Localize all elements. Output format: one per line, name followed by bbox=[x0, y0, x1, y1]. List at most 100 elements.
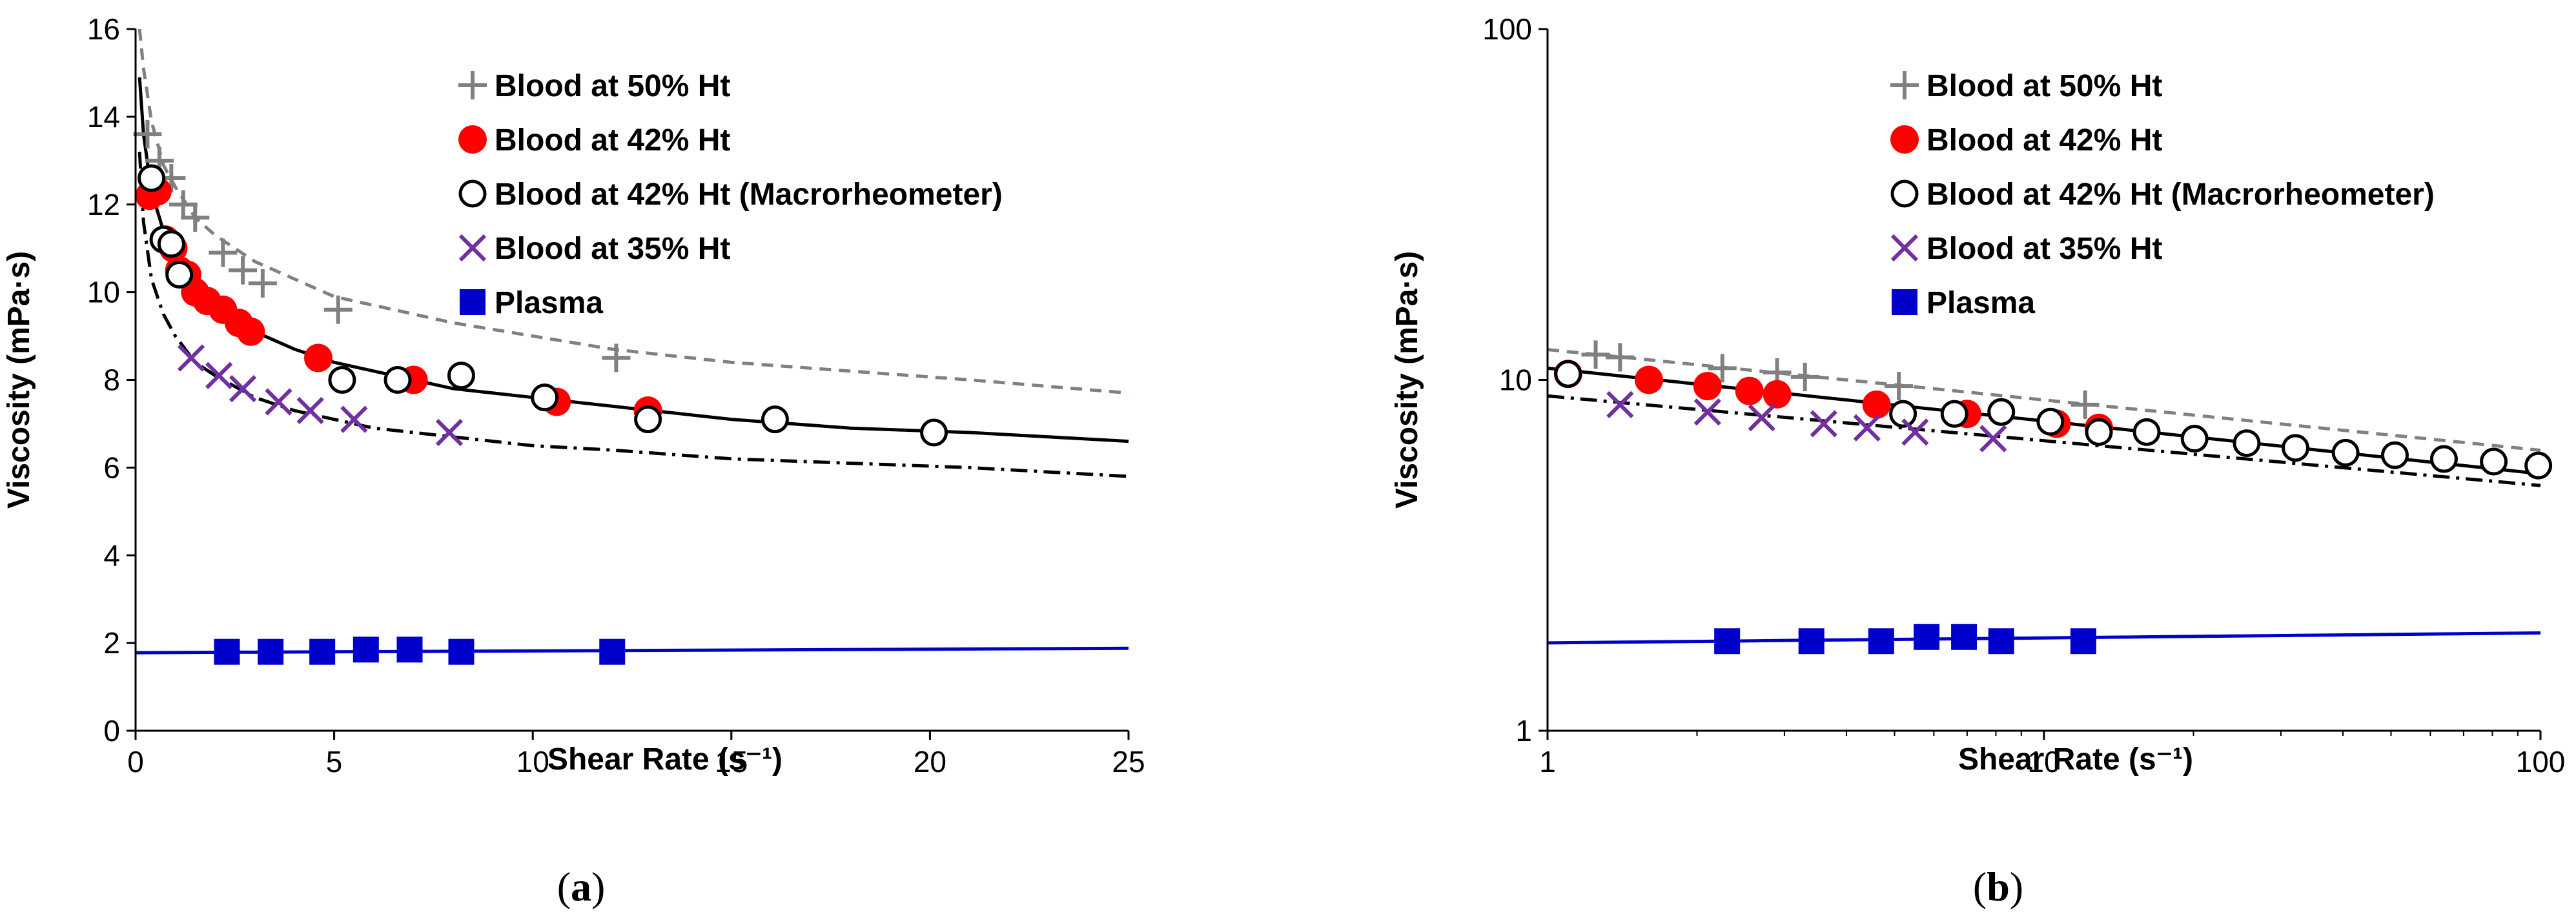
data-point-plasma bbox=[1868, 628, 1894, 655]
data-point-ht35 bbox=[1810, 410, 1837, 438]
legend-marker-ht35 bbox=[1890, 234, 1919, 262]
data-point-ht42_macro bbox=[1889, 400, 1917, 428]
y-tick-label: 1 bbox=[1515, 714, 1532, 748]
data-point-ht42 bbox=[1735, 376, 1764, 405]
data-point-ht42_macro bbox=[1987, 398, 2016, 426]
fit-curve-ht35 bbox=[1547, 394, 2541, 487]
legend-label-ht35: Blood at 35% Ht bbox=[495, 232, 730, 266]
legend-label-ht50: Blood at 50% Ht bbox=[1927, 69, 2162, 103]
data-point-ht42_macro bbox=[383, 366, 412, 394]
data-point-ht42_macro bbox=[157, 230, 185, 258]
y-tick-label: 10 bbox=[1499, 363, 1532, 397]
panel-b-chart: 1 10 100 1 10 100 Shear Rate (s⁻¹) Viscosity (m… bbox=[1390, 12, 2565, 910]
data-point-ht35 bbox=[265, 388, 292, 416]
data-point-ht42_macro bbox=[2180, 425, 2209, 453]
data-point-ht42_macro bbox=[761, 405, 789, 434]
data-point-ht50 bbox=[1790, 362, 1819, 391]
y-axis-title: Viscosity (mPa·s) bbox=[2, 251, 36, 509]
data-point-ht42_macro bbox=[165, 260, 194, 289]
data-point-ht35 bbox=[1748, 404, 1775, 432]
data-point-ht42_macro bbox=[447, 361, 475, 390]
legend-marker-plasma bbox=[1892, 289, 1917, 315]
data-point-ht50 bbox=[1885, 372, 1914, 401]
data-point-ht42 bbox=[236, 317, 265, 346]
data-point-ht35 bbox=[229, 374, 257, 403]
caption-open: ( bbox=[1973, 864, 1987, 910]
data-point-ht42_macro bbox=[2524, 451, 2553, 480]
data-point-ht42 bbox=[1693, 372, 1722, 401]
data-point-ht42_macro bbox=[2233, 429, 2261, 458]
caption-letter: b bbox=[1987, 864, 2010, 910]
data-point-ht35 bbox=[205, 361, 233, 389]
legend-marker-ht42_macro bbox=[458, 179, 487, 208]
data-point-ht50 bbox=[1581, 340, 1610, 369]
caption-open: ( bbox=[557, 864, 571, 910]
y-tick-label: 100 bbox=[1482, 12, 1532, 46]
data-point-plasma bbox=[258, 638, 284, 665]
y-tick-label: 12 bbox=[87, 188, 120, 221]
y-tick-label: 10 bbox=[87, 276, 120, 309]
data-point-ht42_macro bbox=[2085, 418, 2113, 446]
data-point-plasma bbox=[1714, 628, 1741, 655]
data-point-ht35 bbox=[178, 344, 205, 372]
data-point-ht50 bbox=[602, 343, 631, 372]
data-point-plasma bbox=[396, 636, 423, 663]
x-tick-label: 10 bbox=[2027, 745, 2060, 779]
data-point-plasma bbox=[1914, 624, 1940, 650]
x-tick-label: 20 bbox=[914, 745, 946, 779]
legend-marker-plasma bbox=[460, 289, 486, 315]
data-point-ht42_macro bbox=[634, 405, 662, 434]
data-point-ht42_macro bbox=[328, 366, 356, 394]
data-point-plasma bbox=[1951, 624, 1978, 650]
y-tick-label: 8 bbox=[103, 363, 120, 397]
y-tick-label: 6 bbox=[103, 451, 120, 484]
data-point-ht35 bbox=[340, 405, 368, 433]
x-axis-title: Shear Rate (s⁻¹) bbox=[1958, 742, 2193, 777]
data-point-ht42_macro bbox=[2036, 407, 2065, 436]
caption-close: ) bbox=[591, 864, 605, 910]
data-point-plasma bbox=[1988, 628, 2014, 655]
data-point-plasma bbox=[599, 638, 626, 665]
data-point-ht35 bbox=[1979, 425, 2007, 453]
x-tick-label: 25 bbox=[1112, 745, 1145, 779]
legend-marker-ht50 bbox=[458, 71, 487, 99]
data-point-ht42_macro bbox=[920, 418, 948, 447]
data-point-plasma bbox=[2070, 628, 2096, 655]
data-point-plasma bbox=[309, 638, 336, 665]
data-point-ht42_macro bbox=[2480, 447, 2508, 476]
data-point-ht50 bbox=[133, 120, 162, 149]
data-point-ht35 bbox=[1693, 398, 1721, 426]
data-point-ht42_macro bbox=[1554, 360, 1582, 388]
x-tick-label: 0 bbox=[127, 745, 144, 779]
data-point-ht42_macro bbox=[2429, 445, 2458, 473]
data-point-ht50 bbox=[1606, 343, 1635, 372]
legend-label-ht42: Blood at 42% Ht bbox=[1927, 123, 2162, 158]
legend-label-ht35: Blood at 35% Ht bbox=[1927, 232, 2162, 266]
data-point-ht42_macro bbox=[138, 164, 166, 192]
legend-label-ht50: Blood at 50% Ht bbox=[495, 69, 730, 103]
data-point-ht42_macro bbox=[531, 383, 559, 412]
caption-close: ) bbox=[2010, 864, 2023, 910]
data-point-ht50 bbox=[169, 190, 198, 219]
data-point-ht50 bbox=[181, 203, 210, 232]
data-point-ht35 bbox=[1853, 414, 1881, 442]
data-point-ht42_macro bbox=[2331, 438, 2360, 467]
y-tick-label: 4 bbox=[103, 538, 120, 572]
y-axis-title: Viscosity (mPa·s) bbox=[1390, 251, 1424, 509]
data-point-plasma bbox=[448, 638, 475, 665]
legend-label-plasma: Plasma bbox=[1927, 286, 2035, 320]
legend-marker-ht42 bbox=[1890, 125, 1919, 154]
data-point-ht35 bbox=[1606, 391, 1634, 418]
caption-letter: a bbox=[571, 864, 591, 910]
data-point-ht42 bbox=[303, 343, 332, 372]
data-point-ht50 bbox=[2070, 390, 2100, 419]
y-tick-label: 16 bbox=[87, 12, 120, 46]
legend-label-ht42_macro: Blood at 42% Ht (Macrorheometer) bbox=[1927, 178, 2435, 212]
x-tick-label: 1 bbox=[1539, 745, 1556, 779]
x-tick-label: 10 bbox=[516, 745, 549, 779]
data-point-ht42_macro bbox=[2132, 418, 2161, 446]
data-point-ht42_macro bbox=[1940, 400, 1968, 428]
data-point-plasma bbox=[353, 636, 379, 663]
panel-caption: (b) bbox=[1973, 864, 2023, 910]
data-point-ht50 bbox=[323, 295, 353, 324]
